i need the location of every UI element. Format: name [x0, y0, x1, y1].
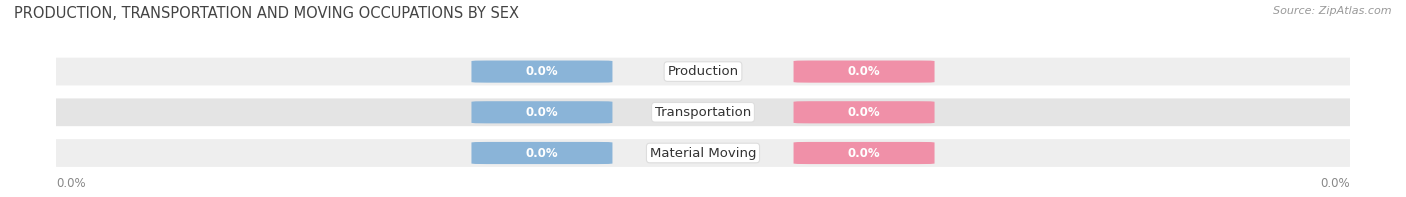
Text: 0.0%: 0.0% — [848, 106, 880, 119]
Text: 0.0%: 0.0% — [848, 147, 880, 160]
FancyBboxPatch shape — [793, 142, 935, 164]
Text: Source: ZipAtlas.com: Source: ZipAtlas.com — [1274, 6, 1392, 16]
Text: 0.0%: 0.0% — [1320, 177, 1350, 190]
FancyBboxPatch shape — [471, 60, 613, 83]
Text: Material Moving: Material Moving — [650, 147, 756, 160]
FancyBboxPatch shape — [793, 60, 935, 83]
FancyBboxPatch shape — [37, 138, 1369, 168]
Text: 0.0%: 0.0% — [526, 65, 558, 78]
Text: Transportation: Transportation — [655, 106, 751, 119]
Text: 0.0%: 0.0% — [848, 65, 880, 78]
Text: PRODUCTION, TRANSPORTATION AND MOVING OCCUPATIONS BY SEX: PRODUCTION, TRANSPORTATION AND MOVING OC… — [14, 6, 519, 21]
FancyBboxPatch shape — [37, 97, 1369, 128]
Text: 0.0%: 0.0% — [526, 147, 558, 160]
FancyBboxPatch shape — [471, 101, 613, 123]
FancyBboxPatch shape — [37, 56, 1369, 87]
FancyBboxPatch shape — [471, 142, 613, 164]
FancyBboxPatch shape — [793, 101, 935, 123]
Text: Production: Production — [668, 65, 738, 78]
Text: 0.0%: 0.0% — [56, 177, 86, 190]
Text: 0.0%: 0.0% — [526, 106, 558, 119]
